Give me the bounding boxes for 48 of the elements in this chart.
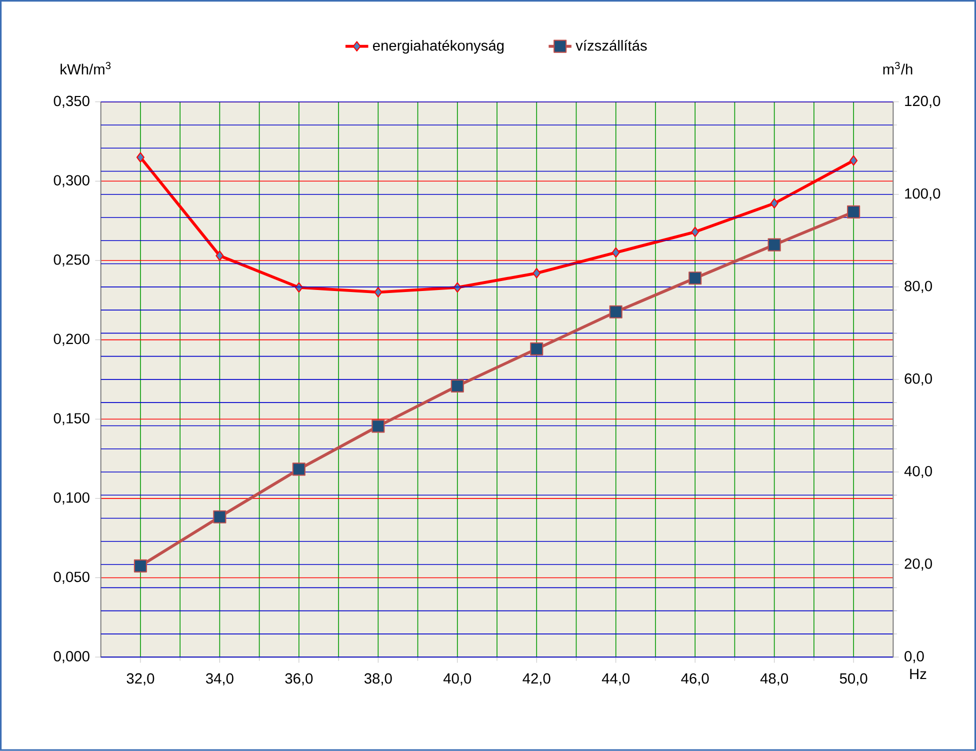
point — [688, 272, 702, 285]
point — [216, 250, 224, 261]
point — [530, 342, 544, 356]
y-tick-label: 0,150 — [54, 413, 90, 426]
point — [134, 559, 147, 572]
y-tick-label: 0,000 — [54, 651, 90, 664]
legend-label: vízszállítás — [576, 40, 647, 51]
y2-tick-label: 100,0 — [905, 188, 940, 200]
x-tick-label: 48,0 — [760, 673, 788, 686]
point — [609, 305, 622, 318]
point — [532, 268, 541, 278]
legend-label: energiahatékonyság — [373, 40, 504, 54]
y-tick-label: 0,050 — [54, 572, 90, 584]
x-tick-label: 44,0 — [602, 673, 630, 686]
x-tick-label: 34,0 — [206, 673, 234, 686]
y2-tick-label: 120,0 — [905, 96, 940, 108]
point — [213, 510, 226, 524]
point — [450, 379, 464, 393]
x-tick-label: 46,0 — [681, 673, 709, 686]
x-tick-label: 42,0 — [522, 673, 550, 686]
y-tick-label: 0,100 — [54, 492, 90, 505]
y2-axis-title: m$^{3}$/h — [883, 62, 912, 75]
x-tick-label: 50,0 — [840, 673, 868, 686]
point — [850, 155, 858, 166]
point — [372, 420, 385, 433]
x-tick-label: 40,0 — [443, 673, 472, 686]
y-tick-label: 0,300 — [54, 175, 90, 188]
point — [770, 198, 778, 209]
x-axis-title: Hz — [910, 668, 926, 680]
y2-tick-label: 80,0 — [904, 280, 932, 294]
y2-tick-label: 40,0 — [904, 466, 932, 478]
y2-tick-label: 0,0 — [904, 651, 924, 664]
y2-tick-label: 60,0 — [904, 373, 932, 386]
point — [691, 226, 700, 238]
x-tick-label: 36,0 — [285, 673, 313, 686]
x-tick-label: 32,0 — [126, 673, 154, 686]
y-tick-label: 0,250 — [54, 254, 90, 267]
point — [847, 205, 860, 219]
point — [612, 247, 620, 258]
y-tick-label: 0,200 — [54, 334, 90, 346]
y-axis-title: kWh/m$^{3}$ — [60, 62, 111, 75]
y2-tick-label: 20,0 — [904, 558, 932, 571]
point — [768, 238, 781, 252]
point — [136, 152, 144, 163]
x-tick-label: 38,0 — [364, 673, 392, 686]
point — [374, 287, 382, 298]
y-tick-label: 0,350 — [54, 96, 90, 108]
point — [292, 462, 306, 476]
